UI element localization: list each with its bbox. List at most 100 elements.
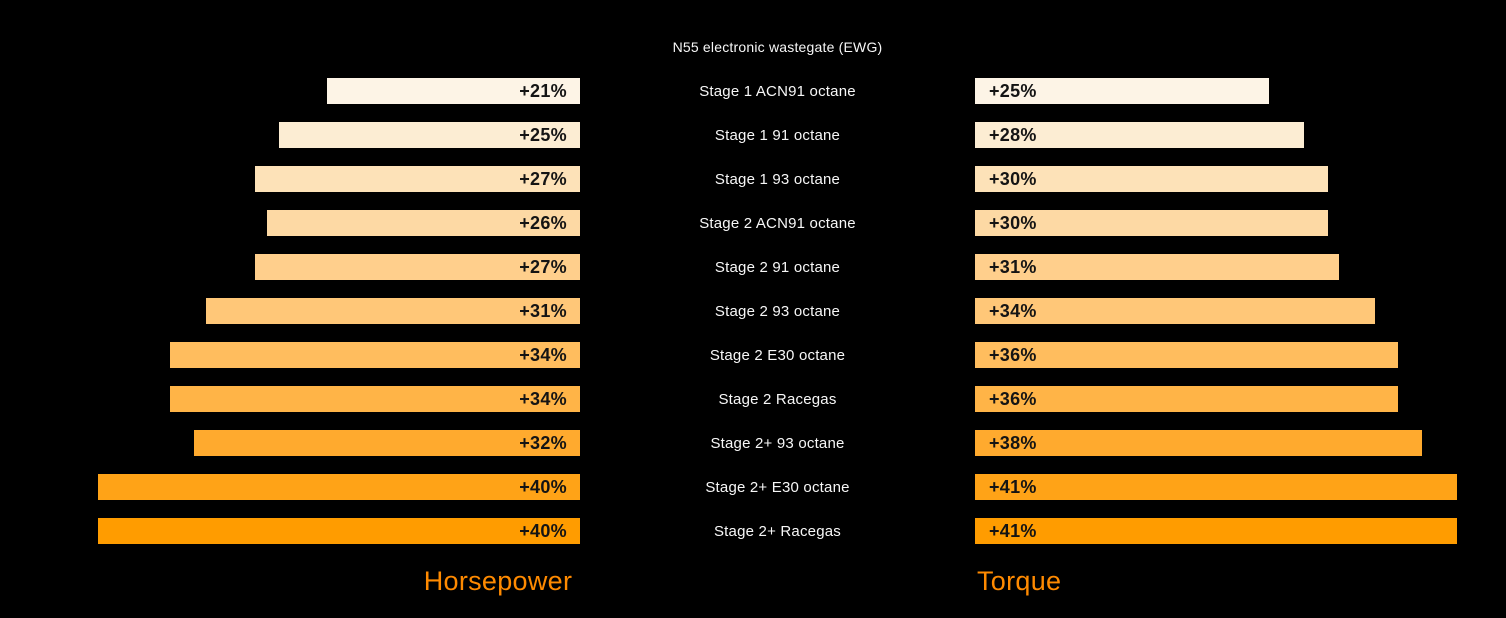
bar-rows: +21% Stage 1 ACN91 octane +25% +25% Stag… <box>0 78 1506 544</box>
horsepower-value-label: +34% <box>519 388 567 409</box>
torque-axis-label: Torque <box>977 566 1062 596</box>
chart-row: +27% Stage 1 93 octane +30% <box>0 166 1506 192</box>
torque-value-label: +30% <box>989 212 1037 233</box>
category-cell: Stage 2 Racegas <box>580 386 975 412</box>
torque-bar: +34% <box>975 298 1375 324</box>
horsepower-bar: +34% <box>170 386 580 412</box>
category-cell: Stage 1 ACN91 octane <box>580 78 975 104</box>
horsepower-bar: +27% <box>255 166 580 192</box>
torque-bar: +30% <box>975 210 1328 236</box>
horsepower-bar: +34% <box>170 342 580 368</box>
category-cell: Stage 2 ACN91 octane <box>580 210 975 236</box>
horsepower-cell: +27% <box>0 166 580 192</box>
category-cell: Stage 2+ 93 octane <box>580 430 975 456</box>
category-label: Stage 2 91 octane <box>714 258 841 276</box>
category-label: Stage 2+ E30 octane <box>705 478 850 496</box>
horsepower-value-label: +21% <box>519 80 567 101</box>
horsepower-cell: +40% <box>0 518 580 544</box>
horsepower-axis-label: Horsepower <box>423 566 573 596</box>
horsepower-bar: +25% <box>279 122 580 148</box>
category-cell: Stage 2 91 octane <box>580 254 975 280</box>
torque-bar: +41% <box>975 518 1457 544</box>
horsepower-bar: +26% <box>267 210 580 236</box>
torque-value-label: +41% <box>989 476 1037 497</box>
category-label: Stage 1 ACN91 octane <box>699 82 856 100</box>
horsepower-cell: +34% <box>0 342 580 368</box>
horsepower-bar: +40% <box>98 474 580 500</box>
torque-cell: +41% <box>975 518 1506 544</box>
torque-bar: +31% <box>975 254 1339 280</box>
chart-row: +31% Stage 2 93 octane +34% <box>0 298 1506 324</box>
category-label: Stage 1 93 octane <box>714 170 841 188</box>
torque-bar: +38% <box>975 430 1422 456</box>
torque-value-label: +36% <box>989 388 1037 409</box>
horsepower-value-label: +27% <box>519 256 567 277</box>
horsepower-value-label: +32% <box>519 432 567 453</box>
torque-bar: +36% <box>975 342 1398 368</box>
chart-row: +26% Stage 2 ACN91 octane +30% <box>0 210 1506 236</box>
torque-bar: +28% <box>975 122 1304 148</box>
category-label: Stage 1 91 octane <box>714 126 841 144</box>
category-label: Stage 2 93 octane <box>714 302 841 320</box>
torque-cell: +30% <box>975 210 1506 236</box>
chart-title: N55 electronic wastegate (EWG) <box>672 39 883 55</box>
category-label: Stage 2 E30 octane <box>709 346 846 364</box>
category-cell: Stage 1 93 octane <box>580 166 975 192</box>
horsepower-cell: +32% <box>0 430 580 456</box>
chart-row: +40% Stage 2+ E30 octane +41% <box>0 474 1506 500</box>
horsepower-bar: +32% <box>194 430 580 456</box>
horsepower-cell: +27% <box>0 254 580 280</box>
horsepower-cell: +21% <box>0 78 580 104</box>
torque-value-label: +30% <box>989 168 1037 189</box>
horsepower-bar: +31% <box>206 298 580 324</box>
horsepower-cell: +40% <box>0 474 580 500</box>
torque-value-label: +36% <box>989 344 1037 365</box>
category-cell: Stage 1 91 octane <box>580 122 975 148</box>
category-label: Stage 2 Racegas <box>718 390 837 408</box>
category-cell: Stage 2+ E30 octane <box>580 474 975 500</box>
torque-value-label: +38% <box>989 432 1037 453</box>
chart-row: +32% Stage 2+ 93 octane +38% <box>0 430 1506 456</box>
horsepower-cell: +25% <box>0 122 580 148</box>
chart-row: +21% Stage 1 ACN91 octane +25% <box>0 78 1506 104</box>
torque-bar: +41% <box>975 474 1457 500</box>
torque-cell: +34% <box>975 298 1506 324</box>
torque-cell: +36% <box>975 386 1506 412</box>
horsepower-value-label: +27% <box>519 168 567 189</box>
torque-cell: +28% <box>975 122 1506 148</box>
category-label: Stage 2 ACN91 octane <box>699 214 856 232</box>
horsepower-value-label: +34% <box>519 344 567 365</box>
torque-value-label: +34% <box>989 300 1037 321</box>
horsepower-cell: +26% <box>0 210 580 236</box>
torque-cell: +36% <box>975 342 1506 368</box>
torque-bar: +36% <box>975 386 1398 412</box>
category-label: Stage 2+ 93 octane <box>710 434 845 452</box>
torque-cell: +31% <box>975 254 1506 280</box>
torque-cell: +30% <box>975 166 1506 192</box>
horsepower-bar: +21% <box>327 78 580 104</box>
torque-value-label: +25% <box>989 80 1037 101</box>
chart-row: +34% Stage 2 E30 octane +36% <box>0 342 1506 368</box>
torque-bar: +25% <box>975 78 1269 104</box>
horsepower-value-label: +26% <box>519 212 567 233</box>
chart-row: +27% Stage 2 91 octane +31% <box>0 254 1506 280</box>
category-cell: Stage 2+ Racegas <box>580 518 975 544</box>
horsepower-value-label: +31% <box>519 300 567 321</box>
horsepower-bar: +27% <box>255 254 580 280</box>
category-label: Stage 2+ Racegas <box>713 522 842 540</box>
horsepower-cell: +34% <box>0 386 580 412</box>
chart-row: +25% Stage 1 91 octane +28% <box>0 122 1506 148</box>
torque-cell: +25% <box>975 78 1506 104</box>
torque-value-label: +31% <box>989 256 1037 277</box>
torque-value-label: +28% <box>989 124 1037 145</box>
torque-bar: +30% <box>975 166 1328 192</box>
torque-cell: +38% <box>975 430 1506 456</box>
category-cell: Stage 2 93 octane <box>580 298 975 324</box>
horsepower-value-label: +40% <box>519 520 567 541</box>
horsepower-value-label: +40% <box>519 476 567 497</box>
horsepower-bar: +40% <box>98 518 580 544</box>
horsepower-cell: +31% <box>0 298 580 324</box>
category-cell: Stage 2 E30 octane <box>580 342 975 368</box>
horsepower-value-label: +25% <box>519 124 567 145</box>
